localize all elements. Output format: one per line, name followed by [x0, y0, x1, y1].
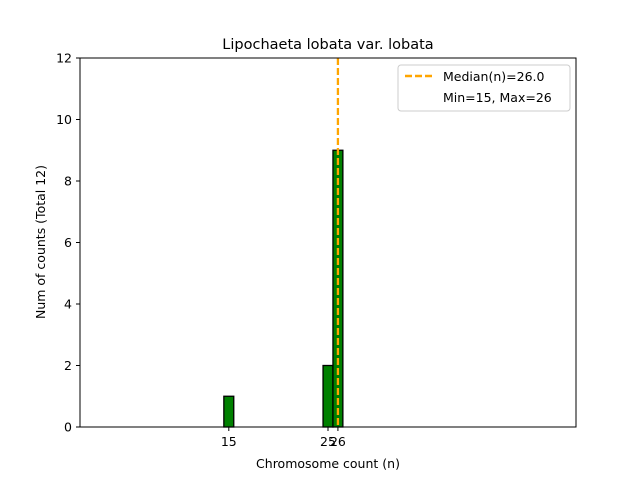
x-tick-label-26: 26 [330, 434, 346, 449]
x-tick-label-25: 25 [320, 434, 336, 449]
legend-range-label: Min=15, Max=26 [443, 90, 552, 105]
y-tick-label-10: 10 [56, 112, 72, 127]
y-tick-label-12: 12 [56, 51, 72, 66]
legend-median-label: Median(n)=26.0 [443, 69, 544, 84]
histogram-bar-25 [322, 364, 334, 428]
y-axis: 0 2 4 6 8 10 12 [56, 51, 80, 435]
y-tick-label-0: 0 [64, 420, 72, 435]
y-tick-label-6: 6 [64, 235, 72, 250]
bars-layer [80, 149, 418, 428]
x-tick-label-15: 15 [221, 434, 237, 449]
y-tick-label-8: 8 [64, 174, 72, 189]
x-axis-label: Chromosome count (n) [256, 456, 400, 471]
legend-box [397, 64, 571, 112]
histogram-bar-15 [223, 395, 235, 428]
y-tick-label-4: 4 [64, 297, 72, 312]
y-tick-label-2: 2 [64, 358, 72, 373]
legend: Median(n)=26.0 Min=15, Max=26 [397, 64, 571, 112]
y-axis-label: Num of counts (Total 12) [33, 165, 48, 319]
chart-title: Lipochaeta lobata var. lobata [222, 37, 433, 53]
